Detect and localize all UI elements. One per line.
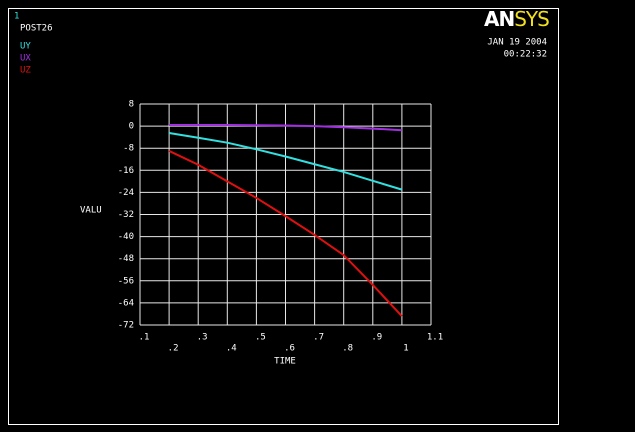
y-tick-label: -24 <box>118 188 134 198</box>
y-tick-label: -72 <box>118 321 134 331</box>
program-label: POST26 <box>20 24 53 34</box>
date: JAN 19 2004 <box>487 38 547 48</box>
y-axis-label: VALU <box>80 206 102 216</box>
x-tick-label: .9 <box>371 333 382 343</box>
logo: ANSYS <box>484 7 549 31</box>
y-tick-label: 0 <box>129 122 134 132</box>
y-tick-label: -8 <box>123 144 134 154</box>
logo-second: SYS <box>514 7 549 31</box>
time: 00:22:32 <box>504 50 547 60</box>
x-tick-label: .7 <box>313 333 324 343</box>
x-tick-label: .2 <box>168 344 179 354</box>
x-tick-label: .5 <box>255 333 266 343</box>
legend-label: UY <box>20 42 31 52</box>
legend-label: UX <box>20 54 31 64</box>
x-tick-label: .4 <box>226 344 237 354</box>
x-tick-label: .8 <box>342 344 353 354</box>
y-tick-label: -16 <box>118 166 134 176</box>
x-axis-label: TIME <box>274 357 296 367</box>
x-tick-label: 1 <box>403 344 408 354</box>
x-tick-label: .6 <box>284 344 295 354</box>
series-line <box>168 132 403 191</box>
frame <box>8 8 559 425</box>
y-tick-label: -48 <box>118 254 134 264</box>
y-tick-label: -32 <box>118 210 134 220</box>
logo-first: AN <box>484 7 514 31</box>
y-tick-label: -56 <box>118 276 134 286</box>
y-tick-label: 8 <box>129 100 134 110</box>
series-line <box>168 150 403 317</box>
y-tick-label: -64 <box>118 298 134 308</box>
window-label: 1 <box>14 12 19 22</box>
x-tick-label: .3 <box>197 333 208 343</box>
series-line <box>169 123 402 132</box>
y-tick-label: -40 <box>118 232 134 242</box>
legend-label: UZ <box>20 66 31 76</box>
x-tick-label: .1 <box>139 333 150 343</box>
x-tick-label: 1.1 <box>427 333 443 343</box>
